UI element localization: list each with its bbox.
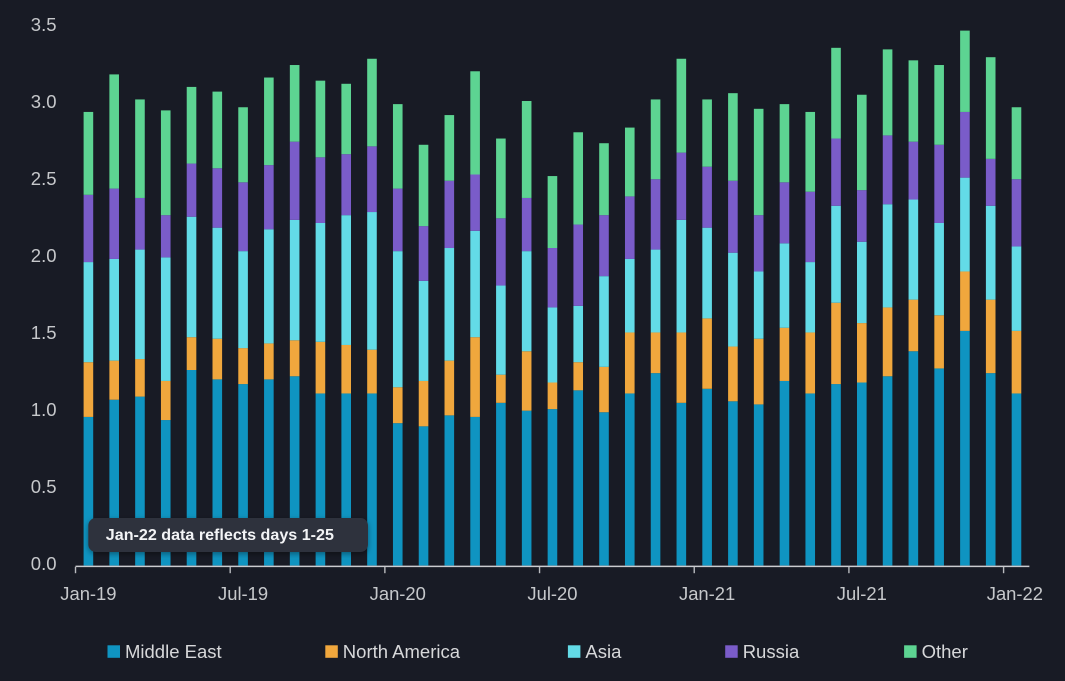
svg-text:Jan-22 data reflects days 1-25: Jan-22 data reflects days 1-25: [106, 526, 334, 544]
svg-text:0.0: 0.0: [31, 553, 57, 574]
svg-text:Jul-19: Jul-19: [218, 583, 268, 604]
svg-text:Jan-21: Jan-21: [679, 583, 735, 604]
svg-text:0.5: 0.5: [31, 476, 57, 497]
svg-text:1.0: 1.0: [31, 399, 57, 420]
svg-text:Jul-20: Jul-20: [527, 583, 577, 604]
svg-text:Asia: Asia: [585, 641, 622, 662]
svg-text:2.0: 2.0: [31, 245, 57, 266]
svg-text:1.5: 1.5: [31, 322, 57, 343]
svg-text:Jan-19: Jan-19: [60, 583, 116, 604]
svg-text:Jan-22: Jan-22: [987, 583, 1043, 604]
svg-text:Russia: Russia: [743, 641, 800, 662]
svg-text:3.0: 3.0: [31, 91, 57, 112]
svg-text:Other: Other: [922, 641, 968, 662]
svg-text:Middle East: Middle East: [125, 641, 222, 662]
svg-text:Jul-21: Jul-21: [837, 583, 887, 604]
svg-text:2.5: 2.5: [31, 168, 57, 189]
svg-text:North America: North America: [343, 641, 461, 662]
svg-text:3.5: 3.5: [31, 14, 57, 35]
svg-text:Jan-20: Jan-20: [370, 583, 426, 604]
